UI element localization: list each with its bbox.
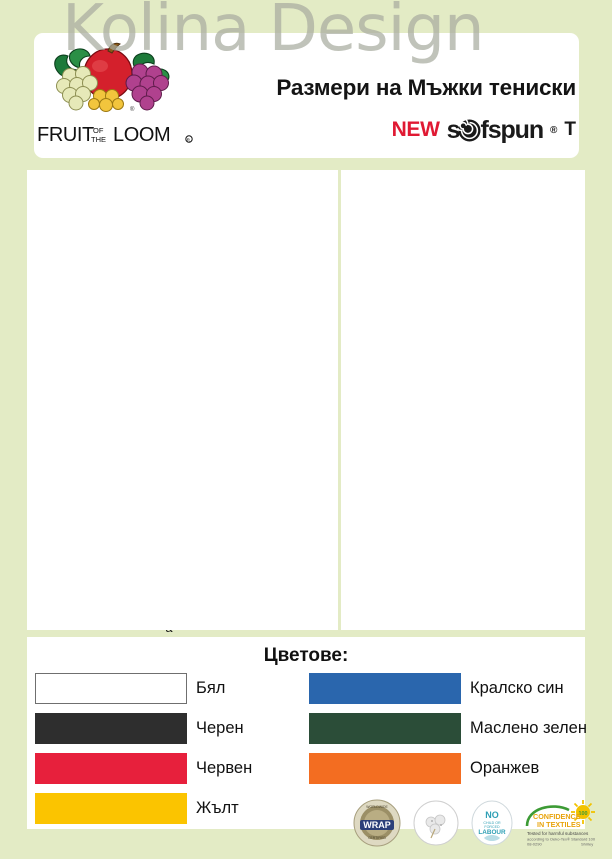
svg-text:Shirley: Shirley <box>581 842 593 847</box>
color-label: Кралско син <box>470 679 564 697</box>
color-label: Червен <box>196 759 253 777</box>
color-swatch <box>309 673 461 704</box>
page-title: Размери на Мъжки тениски <box>276 75 576 100</box>
svg-text:Tested for harmful substances: Tested for harmful substances <box>527 831 589 836</box>
svg-text:OF: OF <box>93 126 104 135</box>
oeko-tex-confidence-logo: 100 CONFIDENCE IN TEXTILES Tested for ha… <box>525 800 596 847</box>
color-swatch <box>35 673 187 704</box>
fruit-of-the-loom-wordmark: FRUIT OF THE LOOM R <box>37 121 212 147</box>
svg-text:according to Oeko-Tex® Standar: according to Oeko-Tex® Standard 100 <box>527 837 596 842</box>
colors-column-left: Бял Черен Червен Жълт <box>35 673 303 833</box>
header-card: ® FRUIT OF THE LOOM R Размери на Мъжки т… <box>34 33 579 158</box>
svg-text:CERTIFIED: CERTIFIED <box>368 836 386 840</box>
registered-mark: ® <box>550 124 558 136</box>
certification-logos: WRAP CERTIFIED WORLDWIDE NO CHILD OR FOR… <box>352 793 602 853</box>
product-suffix: T <box>564 119 576 140</box>
new-label: NEW <box>391 118 440 141</box>
color-label: Оранжев <box>470 759 540 777</box>
svg-text:LOOM: LOOM <box>113 124 170 146</box>
color-item[interactable]: Оранжев <box>309 753 581 784</box>
spiral-o-icon <box>458 118 481 141</box>
color-item[interactable]: Кралско син <box>309 673 581 704</box>
svg-text:®: ® <box>130 106 135 113</box>
product-line-badge: NEW s fspun ® T <box>264 113 576 147</box>
svg-text:CONFIDENCE: CONFIDENCE <box>533 812 581 821</box>
sofspun-text-s: s <box>446 115 461 144</box>
panel-divider <box>338 170 341 630</box>
color-label: Черен <box>196 719 244 737</box>
svg-text:100: 100 <box>579 811 588 817</box>
svg-text:CHILD OR: CHILD OR <box>483 821 501 825</box>
wrap-label: WRAP <box>363 820 391 830</box>
svg-text:THE: THE <box>91 135 106 144</box>
svg-text:FRUIT: FRUIT <box>37 124 94 146</box>
main-content-card <box>27 170 585 630</box>
no-child-labour-logo: NO CHILD OR FORCED LABOUR <box>471 800 513 846</box>
color-item[interactable]: Черен <box>35 713 303 744</box>
svg-text:08-0290: 08-0290 <box>527 842 542 847</box>
sofspun-wordmark: s fspun <box>446 115 544 145</box>
svg-text:R: R <box>187 137 191 142</box>
svg-text:IN TEXTILES: IN TEXTILES <box>537 820 581 829</box>
color-item[interactable]: Жълт <box>35 793 303 824</box>
fruit-of-the-loom-logo: ® <box>40 38 180 118</box>
svg-text:LABOUR: LABOUR <box>478 829 506 836</box>
color-item[interactable]: Бял <box>35 673 303 704</box>
cotton-usa-logo <box>413 800 459 846</box>
color-swatch <box>35 713 187 744</box>
colors-column-right: Кралско син Маслено зелен Оранжев <box>309 673 587 793</box>
no-label: NO <box>485 810 499 820</box>
color-label: Маслено зелен <box>470 719 587 737</box>
color-label: Бял <box>196 679 226 697</box>
wrap-certified-logo: WRAP CERTIFIED WORLDWIDE <box>353 799 401 847</box>
color-swatch <box>35 753 187 784</box>
sofspun-text-fspun: fspun <box>480 115 544 144</box>
color-swatch <box>309 713 461 744</box>
color-item[interactable]: Червен <box>35 753 303 784</box>
oeko-sun-icon: 100 <box>571 800 595 824</box>
svg-text:FORCED: FORCED <box>484 825 500 829</box>
color-item[interactable]: Маслено зелен <box>309 713 587 744</box>
colors-card: Цветове: Бял Черен Червен Жълт Крал <box>27 637 587 829</box>
color-label: Жълт <box>196 799 239 817</box>
color-swatch <box>35 793 187 824</box>
colors-title: Цветове: <box>263 645 349 666</box>
color-swatch <box>309 753 461 784</box>
svg-text:WORLDWIDE: WORLDWIDE <box>366 805 388 809</box>
